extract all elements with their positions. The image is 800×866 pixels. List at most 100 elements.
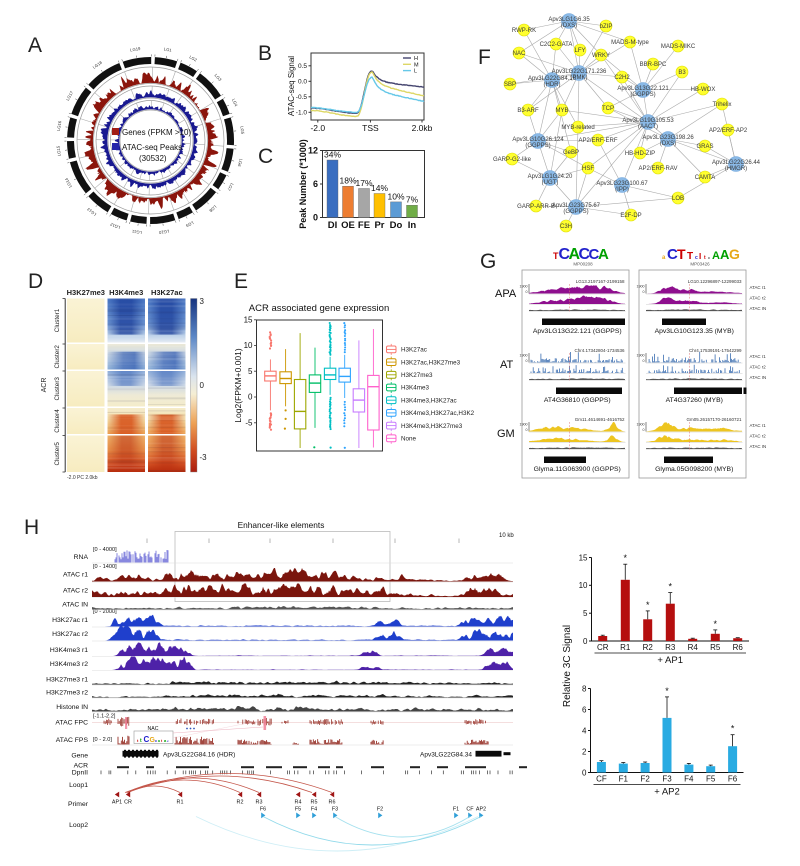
svg-text:1900: 1900 <box>520 423 528 427</box>
svg-text:-2.0 PC 2.0kb: -2.0 PC 2.0kb <box>67 475 98 481</box>
svg-text:6: 6 <box>582 705 587 714</box>
svg-text:Peak Number (*1000): Peak Number (*1000) <box>298 139 308 229</box>
svg-text:AP2/ERF-RAV: AP2/ERF-RAV <box>639 166 678 172</box>
svg-text:R1: R1 <box>177 800 184 806</box>
svg-text:ACR associated gene expression: ACR associated gene expression <box>249 303 389 314</box>
svg-text:CF: CF <box>596 775 607 784</box>
svg-text:RNA: RNA <box>74 554 89 561</box>
svg-text:H3K27ac r2: H3K27ac r2 <box>52 631 88 638</box>
svg-text:1900: 1900 <box>520 354 528 358</box>
svg-text:H3K4me3,H3K27ac: H3K4me3,H3K27ac <box>401 397 457 404</box>
svg-text:1900: 1900 <box>520 285 528 289</box>
svg-text:ATAC IN: ATAC IN <box>750 306 767 311</box>
svg-text:B3: B3 <box>678 70 686 76</box>
svg-text:H3K4me3,H3K27ac,H3K2: H3K4me3,H3K27ac,H3K2 <box>401 410 475 417</box>
svg-text:0: 0 <box>526 290 528 294</box>
svg-text:R4: R4 <box>688 643 699 652</box>
svg-text:B: B <box>258 42 272 65</box>
svg-text:18%: 18% <box>339 176 356 186</box>
svg-text:GARP-ARR-B: GARP-ARR-B <box>517 204 555 210</box>
svg-text:ATAC r2: ATAC r2 <box>63 588 88 595</box>
svg-text:Loop1: Loop1 <box>69 782 88 789</box>
svg-text:AP1: AP1 <box>112 800 122 806</box>
svg-text:GM: GM <box>497 428 515 440</box>
svg-text:H3K27me3: H3K27me3 <box>67 288 105 297</box>
svg-text:0: 0 <box>643 359 645 363</box>
svg-text:H3K27ac,H3K27me3: H3K27ac,H3K27me3 <box>401 359 461 366</box>
svg-text:E: E <box>234 270 248 293</box>
svg-text:Chr4.17342804-1734536: Chr4.17342804-1734536 <box>574 348 625 353</box>
svg-text:Primer: Primer <box>68 801 89 808</box>
svg-text:(30532): (30532) <box>139 154 167 163</box>
svg-text:GeBP: GeBP <box>563 150 579 156</box>
svg-text:15: 15 <box>244 315 253 324</box>
svg-text:C3H: C3H <box>560 224 572 230</box>
svg-text:Genes (FPKM >10): Genes (FPKM >10) <box>122 128 191 137</box>
svg-text:1900: 1900 <box>637 423 645 427</box>
svg-text:NAC: NAC <box>148 726 159 732</box>
svg-text:6: 6 <box>313 179 318 189</box>
svg-text:(HMGR): (HMGR) <box>725 166 747 172</box>
svg-text:HSF: HSF <box>582 166 594 172</box>
svg-text:a: a <box>158 739 160 743</box>
svg-text:F6: F6 <box>728 775 738 784</box>
svg-text:D: D <box>28 270 43 293</box>
svg-text:Chr4.17539191-17542299: Chr4.17539191-17542299 <box>689 348 742 353</box>
svg-text:5: 5 <box>248 367 253 376</box>
svg-text:AP2: AP2 <box>476 807 486 813</box>
svg-text:AT4G36810 (GGPPS): AT4G36810 (GGPPS) <box>544 397 611 404</box>
svg-text:*: * <box>731 724 735 734</box>
svg-text:[-1.1-2.2]: [-1.1-2.2] <box>93 714 116 720</box>
svg-text:R5: R5 <box>710 643 721 652</box>
svg-text:ATAC r1: ATAC r1 <box>63 572 88 579</box>
svg-text:Gm05.26157170-26160721: Gm05.26157170-26160721 <box>686 417 742 422</box>
svg-text:R4: R4 <box>295 800 302 806</box>
svg-text:HB-HD-ZIP: HB-HD-ZIP <box>625 151 655 157</box>
svg-text:C2C2-GATA: C2C2-GATA <box>540 42 573 48</box>
svg-text:[0 - 2.0]: [0 - 2.0] <box>93 737 112 743</box>
svg-text:0: 0 <box>248 393 253 402</box>
svg-text:H: H <box>414 56 418 62</box>
svg-text:ATAC r2: ATAC r2 <box>750 296 767 301</box>
svg-text:In: In <box>408 220 417 231</box>
svg-text:(GGPPS): (GGPPS) <box>525 143 550 149</box>
svg-text:F1: F1 <box>453 807 459 813</box>
svg-text:F3: F3 <box>662 775 672 784</box>
svg-text:H: H <box>24 516 39 539</box>
svg-text:Apv3LG22G84.34: Apv3LG22G84.34 <box>420 752 472 759</box>
svg-text:AT: AT <box>500 359 514 371</box>
svg-text:Gm11.4614691-4616752: Gm11.4614691-4616752 <box>575 417 625 422</box>
svg-text:15: 15 <box>579 553 588 562</box>
svg-text:Cluster3: Cluster3 <box>54 377 61 401</box>
svg-text:H3K27me3 r2: H3K27me3 r2 <box>46 690 88 697</box>
svg-text:H3K27me3 r1: H3K27me3 r1 <box>46 677 88 684</box>
svg-text:ATAC r2: ATAC r2 <box>750 365 767 370</box>
svg-text:(UGT): (UGT) <box>542 180 559 186</box>
svg-text:MADS-M-type: MADS-M-type <box>611 40 649 46</box>
svg-text:DI: DI <box>328 220 338 231</box>
svg-text:Cluster1: Cluster1 <box>54 308 61 332</box>
svg-text:TSS: TSS <box>362 123 379 133</box>
svg-text:3: 3 <box>200 297 205 306</box>
svg-text:0: 0 <box>526 428 528 432</box>
svg-text:Loop2: Loop2 <box>69 822 88 829</box>
svg-text:F5: F5 <box>706 775 716 784</box>
svg-text:14%: 14% <box>371 183 388 193</box>
svg-text:Cluster4: Cluster4 <box>54 409 61 433</box>
svg-text:R1: R1 <box>620 643 631 652</box>
svg-text:NAC: NAC <box>513 51 526 57</box>
svg-text:34%: 34% <box>324 150 341 160</box>
svg-text:0: 0 <box>526 359 528 363</box>
svg-text:OE: OE <box>341 220 355 231</box>
svg-text:ATAC-seq Peaks: ATAC-seq Peaks <box>122 143 182 152</box>
svg-text:Glyma.05G098200 (MYB): Glyma.05G098200 (MYB) <box>655 466 733 473</box>
svg-text:MP00208: MP00208 <box>573 262 593 267</box>
svg-text:*: * <box>646 600 650 610</box>
svg-text:H3K27ac: H3K27ac <box>151 288 183 297</box>
svg-text:Relative 3C Signal: Relative 3C Signal <box>562 625 573 707</box>
svg-text:12: 12 <box>308 146 318 156</box>
svg-text:AP2/ERF-AP2: AP2/ERF-AP2 <box>709 128 748 134</box>
svg-text:2: 2 <box>582 747 587 756</box>
svg-text:A: A <box>712 250 720 262</box>
svg-text:Enhancer-like elements: Enhancer-like elements <box>238 520 325 530</box>
